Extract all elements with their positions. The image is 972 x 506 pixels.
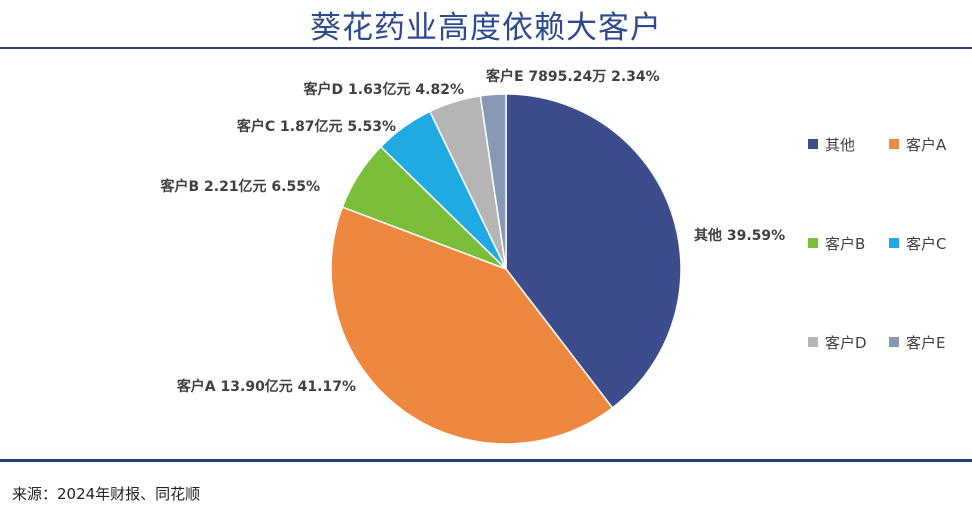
footer-divider bbox=[0, 459, 972, 462]
source-note: 来源：2024年财报、同花顺 bbox=[12, 485, 201, 503]
legend-swatch-3 bbox=[889, 238, 899, 248]
slice-label-2: 客户B 2.21亿元 6.55% bbox=[159, 178, 320, 195]
legend: 其他 客户A 客户B 客户C 客户D 客户E bbox=[808, 136, 947, 352]
slice-label-5: 客户E 7895.24万 2.34% bbox=[485, 68, 660, 85]
legend-label-1: 客户A bbox=[906, 136, 947, 154]
legend-label-4: 客户D bbox=[825, 334, 867, 352]
slice-label-3: 客户C 1.87亿元 5.53% bbox=[236, 118, 396, 135]
slice-label-0: 其他 39.59% bbox=[694, 227, 785, 244]
slice-label-1: 客户A 13.90亿元 41.17% bbox=[176, 378, 356, 395]
legend-label-0: 其他 bbox=[825, 136, 855, 154]
slice-label-4: 客户D 1.63亿元 4.82% bbox=[303, 81, 464, 98]
pie-slice-5 bbox=[479, 93, 507, 270]
page-title: 葵花药业高度依赖大客户 bbox=[310, 10, 662, 46]
legend-swatch-4 bbox=[808, 337, 818, 347]
pie-slices bbox=[330, 93, 682, 445]
pie-slice-1 bbox=[330, 206, 614, 445]
legend-swatch-2 bbox=[808, 238, 818, 248]
legend-label-3: 客户C bbox=[906, 235, 946, 253]
legend-label-5: 客户E bbox=[906, 334, 945, 352]
legend-swatch-1 bbox=[889, 139, 899, 149]
title-divider bbox=[0, 47, 972, 49]
legend-label-2: 客户B bbox=[825, 235, 865, 253]
legend-swatch-0 bbox=[808, 139, 818, 149]
slice-labels: 其他 39.59% 客户A 13.90亿元 41.17% 客户B 2.21亿元 6.… bbox=[159, 68, 785, 395]
legend-swatch-5 bbox=[889, 337, 899, 347]
pie-slice-0 bbox=[505, 93, 682, 409]
